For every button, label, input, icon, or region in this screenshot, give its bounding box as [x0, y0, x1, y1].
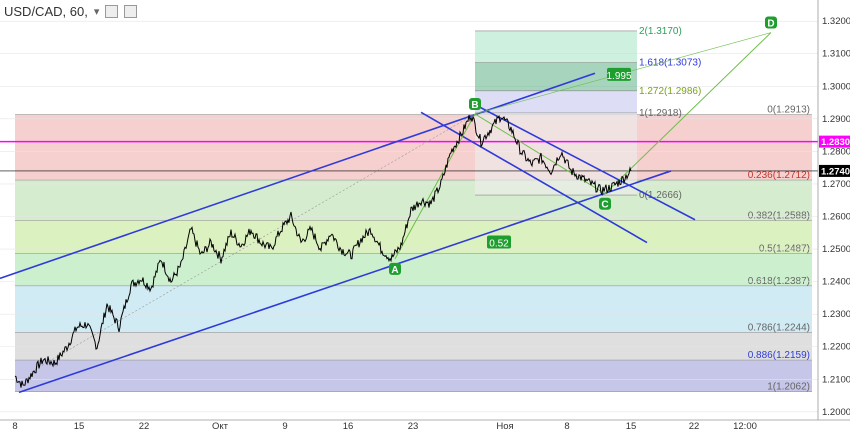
- x-tick-label: 8: [564, 421, 569, 432]
- x-tick-label: Окт: [212, 421, 229, 432]
- menu-arrow-icon[interactable]: ▾: [93, 5, 100, 18]
- dotted-guide-line: [34, 113, 476, 370]
- x-tick-label: 16: [343, 421, 354, 432]
- ratio-bg: [607, 67, 631, 81]
- ratio-badge: 0.52: [487, 235, 511, 250]
- fib-extension: 2(1.3170) 1.618(1.3073) 1.272(1.2986) 1(1.2…: [475, 26, 701, 201]
- wedge-upper-line: [420, 111, 648, 244]
- badge-bg: [599, 197, 611, 210]
- pattern-point-d: D: [765, 16, 777, 30]
- y-tick-label: 1.2800: [822, 146, 850, 157]
- price-tag-label: 1.2830: [821, 137, 850, 148]
- fib-level-label: 0(1.2913): [767, 105, 810, 116]
- y-tick-label: 1.2500: [822, 244, 850, 255]
- price-tag: 1.2740: [819, 164, 850, 177]
- badge-bg: [469, 97, 481, 110]
- pattern-point-label: D: [767, 19, 774, 30]
- y-tick-label: 1.2300: [822, 309, 850, 320]
- price-series: [14, 114, 632, 388]
- ext-level-label: 1(1.2918): [639, 108, 682, 119]
- x-tick-label: 23: [408, 421, 419, 432]
- x-tick-label: 22: [689, 421, 700, 432]
- ext-zone: [475, 30, 637, 63]
- chart-labels: A B C D 0.52 1.995: [389, 16, 777, 276]
- price-tag-bg: [819, 135, 850, 148]
- price-line: [14, 114, 632, 388]
- ratio-badge: 1.995: [606, 67, 632, 82]
- x-tick-label: 15: [626, 421, 637, 432]
- fib-zone: [15, 360, 812, 392]
- box-icon[interactable]: [105, 4, 119, 18]
- channel-upper-line: [0, 72, 596, 280]
- ext-level-label: 1.272(1.2986): [639, 86, 701, 97]
- ext-level-label: 1.618(1.3073): [639, 58, 701, 69]
- price-tag-label: 1.2740: [821, 166, 850, 177]
- symbol-title[interactable]: USD/CAD, 60,: [4, 3, 88, 19]
- fib-zone: [15, 180, 812, 221]
- y-tick-label: 1.2000: [822, 407, 850, 418]
- fib-level-label: 0.786(1.2244): [748, 322, 810, 333]
- x-tick-label: Ноя: [496, 421, 513, 432]
- channel-lower-line: [18, 170, 672, 394]
- y-tick-label: 1.3200: [822, 16, 850, 27]
- price-tag: 1.2830: [819, 135, 850, 148]
- fib-zone: [15, 114, 812, 181]
- price-axis-bg: [818, 0, 850, 432]
- pattern-point-label: A: [391, 265, 398, 276]
- price-tag-bg: [819, 164, 850, 177]
- x-tick-label: 12:00: [733, 421, 757, 432]
- y-tick-label: 1.2900: [822, 114, 850, 125]
- pattern-path: [394, 32, 772, 260]
- trend-lines: [0, 32, 818, 394]
- box-icon[interactable]: [124, 4, 138, 18]
- pattern-point-a: A: [389, 262, 401, 276]
- x-tick-label: 8: [12, 421, 17, 432]
- ext-zone: [475, 112, 637, 196]
- chart-header: USD/CAD, 60, ▾: [0, 0, 138, 22]
- y-tick-label: 1.3000: [822, 81, 850, 92]
- ext-level-label: 2(1.3170): [639, 26, 682, 37]
- ratio-label: 1.995: [606, 71, 631, 82]
- ext-zone: [475, 90, 637, 113]
- pattern-point-c: C: [599, 197, 611, 211]
- x-tick-label: 22: [139, 421, 150, 432]
- pattern-point-b: B: [469, 97, 481, 111]
- time-axis-bg: [0, 420, 850, 432]
- y-tick-label: 1.2400: [822, 277, 850, 288]
- y-tick-label: 1.2600: [822, 212, 850, 223]
- fib-level-label: 0.886(1.2159): [748, 350, 810, 361]
- fib-level-label: 1(1.2062): [767, 382, 810, 393]
- ext-level-label: 0(1.2666): [639, 190, 682, 201]
- fib-zone: [15, 285, 812, 333]
- badge-bg: [765, 16, 777, 29]
- ratio-label: 0.52: [489, 239, 509, 250]
- fib-level-label: 0.236(1.2712): [748, 170, 810, 181]
- fib-zones: 0(1.2913)0.236(1.2712)0.382(1.2588)0.5(1…: [15, 105, 812, 393]
- pattern-point-label: B: [471, 100, 478, 111]
- fib-level-label: 0.382(1.2588): [748, 210, 810, 221]
- y-tick-label: 1.2700: [822, 179, 850, 190]
- y-tick-label: 1.3100: [822, 49, 850, 60]
- pattern-point-label: C: [601, 200, 608, 211]
- y-tick-label: 1.2100: [822, 374, 850, 385]
- ratio-bg: [487, 235, 511, 249]
- x-tick-label: 9: [282, 421, 287, 432]
- y-tick-label: 1.2200: [822, 342, 850, 353]
- fib-zone: [15, 332, 812, 361]
- badge-bg: [389, 262, 401, 275]
- x-tick-label: 15: [74, 421, 85, 432]
